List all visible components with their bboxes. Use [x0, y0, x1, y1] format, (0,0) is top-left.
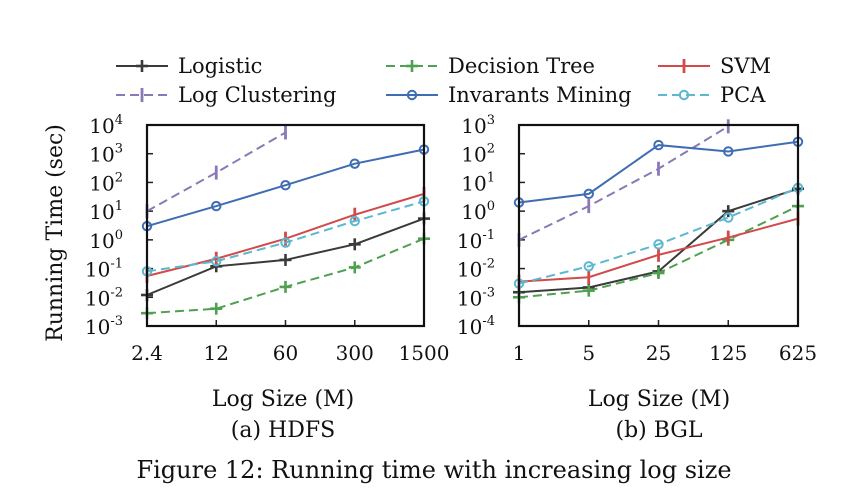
legend-label-pca: PCA: [720, 83, 766, 107]
legend-label-log-clustering: Log Clustering: [178, 83, 336, 107]
legend-marker-invarants-mining: [406, 89, 418, 101]
bgl-xtick-label-0: 1: [513, 341, 526, 365]
hdfs-xtick-label-0: 2.4: [131, 341, 163, 365]
hdfs-point-logistic-2: [279, 253, 292, 266]
legend-label-logistic: Logistic: [178, 54, 262, 78]
bgl-ytick-label-1: 10-3: [457, 285, 495, 310]
bgl-point-invarants-mining-1: [583, 188, 594, 200]
bgl-line-pca: [518, 186, 799, 285]
bgl-ytick-label-5: 101: [461, 170, 495, 195]
bgl-xtick-label-3: 125: [709, 341, 747, 365]
legend-marker-decision-tree: [406, 60, 418, 72]
bgl-line-log-clustering: [518, 125, 729, 241]
legend-item-log-clustering: Log Clustering: [116, 83, 336, 107]
legend-item-decision-tree: Decision Tree: [386, 54, 595, 78]
hdfs-plot-frame: [145, 123, 426, 328]
bgl-point-pca-2: [653, 239, 664, 250]
hdfs-ytick-label-2: 10-1: [85, 257, 123, 282]
bgl-ytick-label-7: 103: [461, 113, 495, 138]
hdfs-point-invarants-mining-1: [211, 200, 222, 212]
bgl-point-decision-tree-1: [582, 284, 595, 297]
bgl-point-pca-3: [723, 212, 734, 223]
legend-label-svm: SVM: [720, 54, 771, 78]
legend-item-logistic: Logistic: [116, 54, 262, 78]
bgl-series-pca: [513, 182, 804, 289]
hdfs-ytick-label-3: 100: [89, 228, 123, 253]
hdfs-point-decision-tree-1: [210, 302, 223, 315]
legend-item-invarants-mining: Invarants Mining: [386, 83, 632, 107]
bgl-point-decision-tree-2: [652, 267, 665, 280]
hdfs-xtick-label-2: 60: [273, 341, 298, 365]
panel-a-subtitle: (a) HDFS: [231, 418, 335, 443]
hdfs-point-invarants-mining-3: [349, 158, 360, 169]
bgl-ytick-label-0: 10-4: [457, 314, 495, 339]
hdfs-series-log-clustering: [145, 125, 287, 219]
bgl-point-invarants-mining-2: [653, 139, 664, 151]
hdfs-point-logistic-3: [348, 238, 361, 251]
figure-caption: Figure 12: Running time with increasing …: [136, 456, 731, 484]
hdfs-line-pca: [146, 200, 425, 273]
hdfs-ytick-label-6: 103: [89, 142, 123, 167]
legend-marker-pca: [678, 89, 690, 101]
bgl-xtick-label-4: 625: [779, 341, 817, 365]
hdfs-point-decision-tree-2: [279, 280, 292, 293]
hdfs-ytick-label-7: 104: [89, 113, 123, 138]
panel-hdfs: 10-3 10-2 10-1 100 101 102 103 104 2.4 12 60 300 150…: [85, 113, 450, 365]
y-axis-label: Running Time (sec): [43, 124, 68, 342]
panel-b-xlabel: Log Size (M): [588, 387, 730, 412]
hdfs-ytick-label-5: 102: [89, 170, 123, 195]
panel-a-xlabel: Log Size (M): [212, 387, 354, 412]
bgl-ytick-label-4: 100: [461, 199, 495, 224]
bgl-point-logistic-3: [722, 205, 735, 218]
hdfs-line-invarants-mining: [146, 148, 425, 228]
bgl-plot-frame: [517, 123, 800, 328]
bgl-point-pca-1: [583, 261, 594, 272]
hdfs-series-invarants-mining: [141, 144, 430, 232]
hdfs-ytick-label-1: 10-2: [85, 285, 123, 310]
hdfs-xtick-label-4: 1500: [399, 341, 450, 365]
hdfs-point-invarants-mining-2: [280, 180, 291, 191]
bgl-series-log-clustering: [517, 119, 730, 247]
hdfs-point-pca-2: [280, 237, 291, 248]
bgl-xtick-label-2: 25: [646, 341, 671, 365]
hdfs-xtick-label-3: 300: [336, 341, 374, 365]
hdfs-point-decision-tree-3: [348, 261, 361, 274]
hdfs-point-pca-3: [349, 215, 360, 227]
legend-label-decision-tree: Decision Tree: [448, 54, 595, 78]
hdfs-line-decision-tree: [146, 237, 425, 315]
bgl-ytick-label-6: 102: [461, 142, 495, 167]
bgl-point-invarants-mining-3: [723, 146, 734, 157]
hdfs-ytick-label-4: 101: [89, 199, 123, 224]
legend: Logistic Decision Tree SVM Log Clustering In…: [116, 54, 771, 107]
legend-marker-logistic: [136, 60, 148, 72]
bgl-ytick-label-2: 10-2: [457, 257, 495, 282]
hdfs-xtick-label-1: 12: [204, 341, 229, 365]
bgl-xtick-label-1: 5: [582, 341, 595, 365]
panel-b-subtitle: (b) BGL: [615, 418, 702, 443]
hdfs-point-pca-1: [211, 256, 222, 267]
legend-label-invarants-mining: Invarants Mining: [448, 83, 632, 107]
panel-bgl: 10-4 10-3 10-2 10-1 100 101 102 103 1 5 25 125 625: [457, 113, 817, 365]
bgl-ytick-label-3: 10-1: [457, 228, 495, 253]
hdfs-line-log-clustering: [146, 131, 287, 213]
hdfs-series-decision-tree: [141, 232, 430, 320]
hdfs-ytick-label-0: 10-3: [85, 314, 123, 339]
legend-item-pca: PCA: [658, 83, 766, 107]
bgl-line-invarants-mining: [518, 140, 799, 204]
legend-item-svm: SVM: [658, 54, 771, 78]
